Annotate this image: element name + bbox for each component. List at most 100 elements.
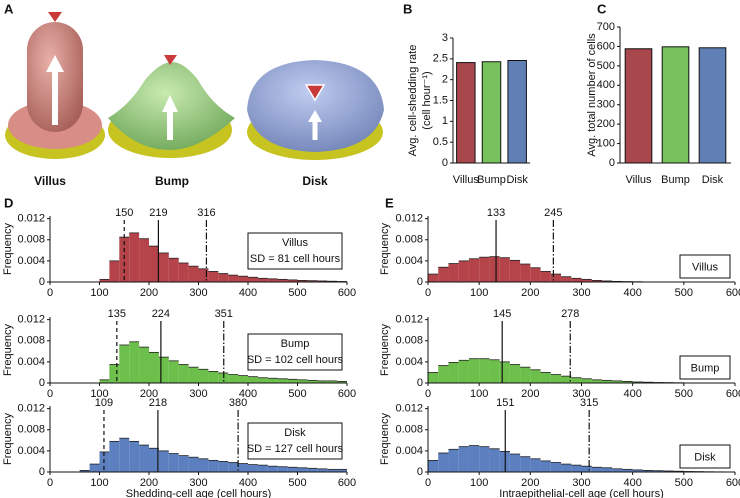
- disk-shape: [247, 60, 384, 152]
- x-tick-label: 0: [47, 477, 53, 489]
- annotation-text: SD = 81 cell hours: [250, 253, 341, 265]
- marker-label: 316: [197, 207, 215, 219]
- histogram-bin: [307, 280, 318, 282]
- y-tick-label: 0: [442, 157, 448, 169]
- histogram-bin: [267, 466, 278, 472]
- histogram-bin: [632, 381, 643, 383]
- histogram-bin: [438, 365, 449, 383]
- x-tick-label: 300: [572, 287, 590, 299]
- histogram-bin: [248, 277, 258, 282]
- bar: [481, 61, 502, 164]
- y-tick-label: 0.008: [17, 335, 45, 347]
- x-tick-label: 100: [90, 287, 108, 299]
- histogram-bin: [540, 271, 551, 282]
- histogram-bin: [99, 279, 110, 282]
- histogram-bin: [158, 252, 169, 282]
- x-tick-label: 600: [726, 388, 740, 400]
- x-tick-label: 500: [675, 287, 693, 299]
- histogram-bin: [109, 364, 120, 383]
- histogram-bin: [509, 364, 521, 383]
- x-tick-label: 500: [288, 287, 306, 299]
- y-tick-label: 500: [597, 60, 615, 72]
- histogram-bin: [297, 467, 308, 472]
- x-tick-label: 0: [425, 287, 431, 299]
- histogram-bin: [489, 256, 500, 282]
- histogram-bin: [428, 372, 439, 383]
- histogram-bin: [337, 469, 347, 472]
- histogram-bin: [238, 463, 248, 472]
- marker-label: 135: [108, 308, 126, 320]
- annotation-text: Bump: [281, 338, 310, 350]
- annotation-text: SD = 127 cell hours: [247, 443, 344, 455]
- histogram-bin: [178, 455, 189, 472]
- annotation-box: [679, 355, 731, 380]
- histogram-bin: [188, 367, 199, 383]
- marker: [48, 12, 62, 22]
- y-tick-label: 0.004: [395, 255, 423, 267]
- histogram-bin: [109, 260, 120, 282]
- x-tick-label: 600: [338, 477, 356, 489]
- x-tick-label: 500: [675, 477, 693, 489]
- bar: [456, 62, 476, 164]
- y-axis-label: Avg. total number of cells: [586, 33, 598, 157]
- histogram-bin: [297, 379, 308, 383]
- histogram-bin: [228, 374, 239, 383]
- histogram-bin: [591, 280, 602, 282]
- histogram-bin: [317, 380, 328, 383]
- x-tick-label: 500: [288, 477, 306, 489]
- y-tick-label: 0.012: [17, 314, 45, 326]
- marker: [164, 55, 177, 65]
- histogram-bin: [158, 450, 169, 472]
- histogram-bin: [612, 468, 623, 472]
- y-tick-label: 0.012: [17, 403, 45, 415]
- x-tick-label: Villus: [625, 174, 652, 186]
- histogram-bin: [509, 260, 521, 282]
- x-tick-label: 600: [726, 477, 740, 489]
- y-tick-label: 3: [442, 32, 448, 44]
- histogram-bin: [168, 258, 179, 282]
- marker-label: 351: [215, 308, 233, 320]
- histogram-bin: [642, 470, 654, 472]
- histogram-bin: [178, 364, 189, 383]
- x-tick-label: 600: [338, 287, 356, 299]
- histogram-bin: [479, 358, 490, 383]
- y-tick-label: 0: [417, 276, 423, 288]
- bar: [698, 47, 727, 164]
- histogram-bin: [448, 362, 459, 383]
- y-tick-label: 400: [597, 79, 615, 91]
- y-tick-label: 0.5: [433, 136, 448, 148]
- x-tick-label: 200: [140, 287, 158, 299]
- histogram-bin: [561, 376, 572, 383]
- arrow-head: [46, 55, 64, 72]
- histogram-bin: [653, 470, 664, 472]
- x-tick-label: 100: [90, 388, 108, 400]
- histogram-bin: [550, 274, 562, 282]
- y-axis-label: Frequency: [2, 324, 14, 376]
- y-tick-label: 0: [417, 466, 423, 478]
- histogram-bin: [479, 446, 490, 472]
- marker-label: 224: [152, 308, 170, 320]
- illustration-label: Bump: [155, 174, 189, 188]
- histogram-bin: [663, 470, 674, 472]
- histogram-bin: [438, 452, 449, 472]
- histogram-bin: [149, 352, 159, 383]
- x-tick-label: 0: [425, 388, 431, 400]
- histogram-bin: [489, 359, 500, 383]
- histogram-bin: [287, 379, 298, 383]
- histogram-bin: [89, 464, 100, 472]
- y-axis-label: Avg. cell-shedding rate: [407, 45, 419, 157]
- x-tick-label: 300: [572, 477, 590, 489]
- x-tick-label: 100: [470, 388, 488, 400]
- histogram-bin: [267, 278, 278, 282]
- histogram-bin: [448, 263, 459, 282]
- histogram-bin: [458, 360, 469, 383]
- annotation-text: Bump: [691, 362, 720, 374]
- histogram-bin: [228, 275, 239, 282]
- arrow-head: [308, 110, 322, 122]
- histogram-bin: [601, 380, 613, 383]
- histogram-bin: [129, 232, 140, 282]
- histogram-bin: [158, 357, 169, 383]
- histogram-bin: [571, 278, 582, 282]
- histogram-bin: [277, 279, 288, 282]
- histogram-bin: [612, 380, 623, 383]
